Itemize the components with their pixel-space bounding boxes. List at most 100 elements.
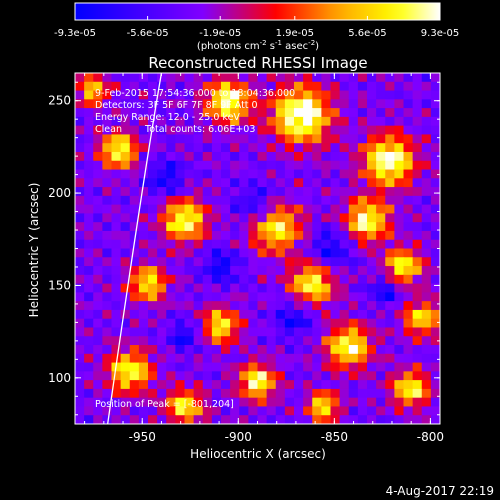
- heatmap-cell: [376, 230, 386, 241]
- heatmap-cell: [330, 406, 341, 416]
- heatmap-cell: [266, 134, 277, 144]
- heatmap-cell: [193, 388, 204, 399]
- heatmap-cell: [120, 230, 131, 241]
- heatmap-cell: [111, 283, 122, 293]
- heatmap-cell: [412, 187, 423, 197]
- heatmap-cell: [166, 116, 176, 127]
- heatmap-cell: [239, 336, 249, 346]
- heatmap-cell: [248, 371, 259, 381]
- heatmap-cell: [303, 108, 313, 118]
- heatmap-cell: [403, 292, 414, 302]
- heatmap-cell: [294, 239, 304, 250]
- heatmap-cell: [339, 178, 350, 188]
- heatmap-cell: [412, 73, 423, 83]
- heatmap-cell: [348, 292, 359, 302]
- heatmap-cell: [93, 195, 103, 206]
- heatmap-cell: [184, 134, 195, 144]
- heatmap-cell: [421, 292, 432, 302]
- heatmap-cell: [93, 362, 103, 372]
- heatmap-cell: [239, 388, 249, 399]
- heatmap-cell: [111, 187, 122, 197]
- heatmap-cell: [294, 274, 304, 285]
- heatmap-cell: [348, 397, 359, 408]
- heatmap-cell: [330, 327, 341, 337]
- heatmap-cell: [376, 371, 386, 381]
- heatmap-cell: [421, 248, 432, 258]
- heatmap-cell: [211, 151, 222, 162]
- heatmap-cell: [430, 380, 440, 390]
- heatmap-cell: [230, 266, 240, 276]
- heatmap-cell: [239, 99, 249, 109]
- heatmap-cell: [303, 301, 313, 311]
- heatmap-cell: [221, 187, 231, 197]
- heatmap-cell: [184, 151, 195, 162]
- heatmap-cell: [257, 99, 268, 109]
- heatmap-cell: [221, 99, 231, 109]
- heatmap-cell: [102, 292, 113, 302]
- heatmap-cell: [202, 415, 213, 424]
- heatmap-cell: [348, 108, 359, 118]
- heatmap-cell: [376, 318, 386, 329]
- heatmap-cell: [330, 274, 341, 285]
- heatmap-cell: [330, 239, 341, 250]
- heatmap-cell: [294, 125, 304, 136]
- heatmap-cell: [385, 143, 395, 153]
- heatmap-cell: [367, 143, 377, 153]
- heatmap-cell: [111, 125, 122, 136]
- annotation-time-range: 9-Feb-2015 17:54:36.000 to 18:04:36.000: [95, 88, 295, 99]
- heatmap-cell: [148, 81, 158, 92]
- heatmap-cell: [266, 380, 277, 390]
- heatmap-cell: [211, 81, 222, 92]
- heatmap-cell: [284, 187, 295, 197]
- heatmap-cell: [120, 292, 131, 302]
- heatmap-cell: [430, 222, 440, 232]
- heatmap-cell: [248, 336, 259, 346]
- heatmap-cell: [339, 213, 350, 223]
- heatmap-cell: [284, 362, 295, 372]
- heatmap-cell: [430, 301, 440, 311]
- heatmap-cell: [330, 301, 341, 311]
- heatmap-cell: [339, 397, 350, 408]
- heatmap-cell: [367, 73, 377, 83]
- heatmap-cell: [148, 178, 158, 188]
- heatmap-cell: [266, 301, 277, 311]
- heatmap-cell: [157, 406, 167, 416]
- heatmap-cell: [367, 309, 377, 320]
- heatmap-cell: [75, 151, 85, 162]
- heatmap-cell: [211, 90, 222, 100]
- heatmap-cell: [430, 362, 440, 372]
- heatmap-cell: [211, 143, 222, 153]
- heatmap-cell: [111, 195, 122, 206]
- heatmap-cell: [312, 266, 322, 276]
- heatmap-cell: [348, 116, 359, 127]
- heatmap-cell: [294, 151, 304, 162]
- heatmap-cell: [138, 371, 149, 381]
- heatmap-cell: [330, 230, 341, 241]
- heatmap-cell: [266, 73, 277, 83]
- heatmap-cell: [166, 151, 176, 162]
- heatmap-cell: [129, 195, 140, 206]
- heatmap-cell: [193, 239, 204, 250]
- heatmap-cell: [93, 134, 103, 144]
- heatmap-cell: [138, 222, 149, 232]
- heatmap-cell: [421, 309, 432, 320]
- heatmap-cell: [111, 388, 122, 399]
- heatmap-cell: [284, 160, 295, 171]
- heatmap-cell: [412, 327, 423, 337]
- heatmap-cell: [430, 73, 440, 83]
- heatmap-cell: [412, 406, 423, 416]
- heatmap-cell: [257, 362, 268, 372]
- heatmap-cell: [275, 274, 286, 285]
- heatmap-cell: [266, 257, 277, 267]
- heatmap-cell: [129, 108, 140, 118]
- heatmap-cell: [321, 248, 332, 258]
- heatmap-cell: [303, 274, 313, 285]
- heatmap-cell: [102, 169, 113, 179]
- heatmap-cell: [321, 116, 332, 127]
- heatmap-cell: [303, 415, 313, 424]
- heatmap-cell: [339, 134, 350, 144]
- heatmap-cell: [211, 283, 222, 293]
- heatmap-cell: [239, 160, 249, 171]
- heatmap-cell: [421, 213, 432, 223]
- heatmap-cell: [239, 134, 249, 144]
